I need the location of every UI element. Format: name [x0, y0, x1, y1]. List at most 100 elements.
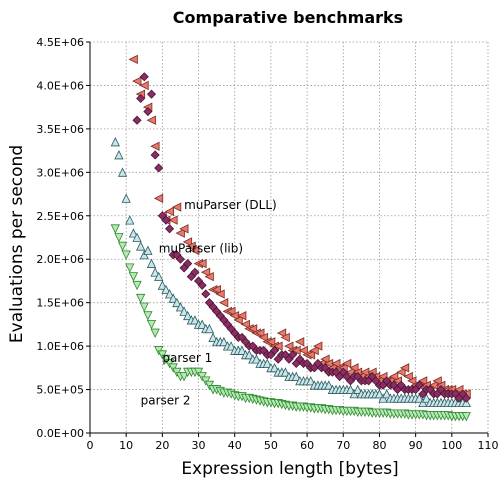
- data-point: [208, 332, 218, 342]
- data-point: [182, 237, 193, 247]
- data-point: [150, 328, 160, 338]
- data-point: [128, 54, 138, 65]
- x-tick-label: 90: [409, 439, 423, 452]
- data-point: [146, 89, 157, 99]
- data-point: [403, 371, 413, 382]
- data-point: [179, 306, 189, 316]
- data-point: [164, 206, 175, 217]
- data-point: [143, 245, 153, 255]
- data-point: [175, 302, 186, 312]
- data-point: [382, 389, 392, 399]
- x-tick-label: 30: [192, 439, 206, 452]
- data-point: [197, 280, 207, 290]
- y-tick-label: 1.5E+06: [36, 297, 84, 310]
- data-point: [114, 233, 124, 243]
- data-point: [164, 289, 175, 299]
- series-parser-2: [110, 224, 471, 422]
- data-point: [146, 319, 157, 330]
- data-point: [168, 293, 178, 303]
- series-muparser-lib: [132, 72, 471, 403]
- data-point: [136, 241, 146, 251]
- y-tick-label: 3.5E+06: [36, 123, 84, 136]
- data-point: [320, 354, 330, 364]
- data-points: [110, 54, 471, 422]
- data-point: [153, 193, 164, 204]
- data-point: [204, 271, 214, 282]
- data-point: [168, 215, 178, 225]
- data-point: [128, 272, 139, 282]
- data-point: [114, 150, 124, 160]
- data-point: [298, 345, 308, 356]
- data-point: [139, 302, 149, 312]
- data-point: [179, 224, 189, 234]
- data-point: [331, 358, 341, 369]
- x-tick-label: 20: [155, 439, 169, 452]
- data-point: [157, 280, 168, 290]
- data-point: [197, 319, 207, 329]
- data-point: [349, 363, 359, 373]
- data-point: [417, 376, 428, 386]
- data-point: [183, 310, 193, 321]
- data-point: [146, 258, 157, 268]
- data-point: [309, 345, 319, 356]
- data-point: [150, 267, 160, 277]
- data-point: [247, 324, 258, 334]
- x-tick-label: 0: [87, 439, 94, 452]
- x-tick-label: 40: [228, 439, 242, 452]
- data-point: [139, 80, 149, 91]
- y-tick-label: 0.0E+00: [36, 427, 84, 440]
- data-point: [461, 412, 471, 422]
- data-point: [280, 367, 291, 377]
- data-point: [266, 337, 276, 347]
- x-tick-label: 80: [372, 439, 386, 452]
- data-point: [132, 232, 142, 242]
- data-point: [288, 350, 298, 360]
- data-point: [201, 289, 211, 299]
- data-point: [190, 267, 200, 277]
- data-point: [175, 228, 185, 238]
- data-point: [154, 163, 164, 173]
- data-point: [143, 106, 153, 117]
- data-point: [414, 380, 424, 390]
- data-point: [171, 202, 182, 212]
- data-point: [136, 293, 146, 304]
- data-point: [117, 241, 128, 252]
- y-tick-label: 4.5E+06: [36, 36, 84, 49]
- data-point: [407, 376, 417, 386]
- data-point: [461, 393, 471, 403]
- y-tick-label: 4.0E+06: [36, 79, 84, 92]
- data-point: [172, 297, 182, 308]
- data-point: [132, 280, 142, 291]
- data-point: [324, 380, 334, 390]
- data-point: [117, 167, 128, 177]
- tick-labels: 0 10 20 30 40 50 60 70 80 90 100 110 0.0E+00 5.0E+05 1…: [36, 36, 498, 452]
- data-point: [269, 362, 280, 373]
- data-point: [276, 328, 287, 338]
- data-point: [341, 358, 352, 369]
- data-point: [136, 93, 146, 104]
- data-point: [237, 345, 247, 355]
- data-point: [374, 389, 385, 399]
- data-point: [226, 341, 236, 351]
- x-tick-label: 60: [300, 439, 314, 452]
- data-point: [389, 371, 399, 382]
- data-point: [421, 393, 432, 403]
- series-annotation: muParser (lib): [159, 241, 243, 255]
- data-point: [110, 224, 120, 234]
- data-point: [218, 298, 229, 308]
- data-point: [161, 284, 171, 295]
- data-point: [186, 241, 196, 251]
- series-annotation: muParser (DLL): [184, 198, 277, 212]
- data-point: [161, 215, 171, 225]
- data-point: [190, 315, 200, 325]
- data-point: [150, 141, 160, 151]
- x-tick-label: 100: [441, 439, 462, 452]
- data-point: [150, 150, 160, 160]
- data-point: [414, 393, 424, 403]
- data-point: [175, 254, 186, 264]
- data-point: [353, 384, 363, 394]
- series-annotation: parser 1: [162, 351, 212, 365]
- data-point: [399, 363, 410, 373]
- data-point: [154, 271, 164, 282]
- data-point: [125, 263, 135, 273]
